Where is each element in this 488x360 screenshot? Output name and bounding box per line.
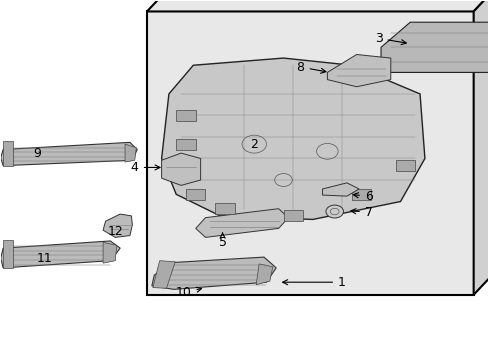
- Polygon shape: [215, 203, 234, 214]
- Polygon shape: [256, 264, 272, 285]
- Polygon shape: [103, 214, 132, 237]
- Polygon shape: [195, 209, 288, 237]
- Text: 3: 3: [374, 32, 406, 45]
- Polygon shape: [395, 160, 414, 171]
- Polygon shape: [147, 0, 488, 12]
- Polygon shape: [327, 54, 390, 87]
- Text: 2: 2: [250, 138, 258, 150]
- Polygon shape: [161, 58, 424, 220]
- Text: 9: 9: [33, 147, 41, 159]
- Polygon shape: [283, 211, 303, 221]
- Text: 8: 8: [296, 60, 325, 73]
- Polygon shape: [176, 110, 195, 121]
- Text: 1: 1: [282, 276, 345, 289]
- Text: 12: 12: [107, 225, 123, 238]
- Bar: [147, 12, 473, 295]
- Polygon shape: [322, 183, 358, 196]
- Polygon shape: [125, 144, 136, 162]
- Text: 6: 6: [353, 190, 372, 203]
- Polygon shape: [176, 139, 195, 149]
- Circle shape: [325, 205, 343, 218]
- Text: 10: 10: [175, 287, 201, 300]
- Polygon shape: [185, 189, 205, 200]
- Text: 5: 5: [218, 233, 226, 249]
- Text: 4: 4: [131, 161, 160, 174]
- Polygon shape: [0, 241, 120, 268]
- Polygon shape: [473, 0, 488, 295]
- Polygon shape: [3, 141, 13, 166]
- Polygon shape: [3, 240, 13, 268]
- Polygon shape: [351, 189, 370, 200]
- Polygon shape: [380, 22, 488, 72]
- Text: 11: 11: [37, 252, 52, 265]
- Polygon shape: [0, 142, 137, 166]
- Polygon shape: [103, 242, 117, 263]
- Polygon shape: [153, 261, 175, 288]
- Polygon shape: [161, 153, 200, 185]
- Polygon shape: [152, 257, 276, 289]
- Text: 7: 7: [350, 206, 372, 219]
